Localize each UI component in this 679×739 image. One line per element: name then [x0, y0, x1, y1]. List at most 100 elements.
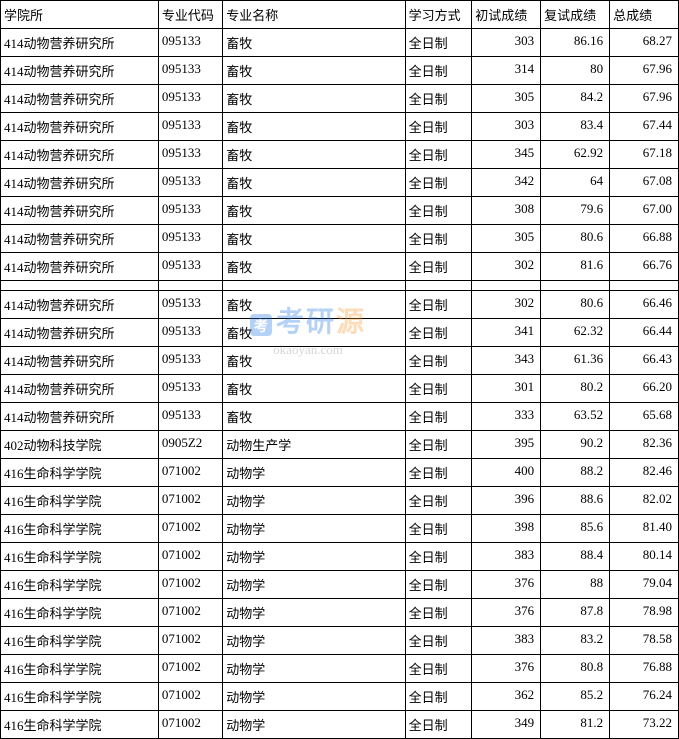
- table-row: 414动物营养研究所095133畜牧全日制3148067.96: [1, 57, 679, 85]
- table-row: 414动物营养研究所095133畜牧全日制30386.1668.27: [1, 29, 679, 57]
- table-cell: 414动物营养研究所: [1, 375, 159, 403]
- table-cell: 416生命科学学院: [1, 599, 159, 627]
- table-cell: 全日制: [405, 141, 472, 169]
- table-header-row: 学院所 专业代码 专业名称 学习方式 初试成绩 复试成绩 总成绩: [1, 1, 679, 29]
- table-cell: 88.2: [541, 459, 610, 487]
- table-cell: 0905Z2: [158, 431, 222, 459]
- table-cell: 全日制: [405, 291, 472, 319]
- table-cell: 全日制: [405, 683, 472, 711]
- table-cell: 动物生产学: [223, 431, 405, 459]
- spacer-cell: [1, 281, 159, 291]
- table-cell: 396: [472, 487, 541, 515]
- table-cell: 414动物营养研究所: [1, 319, 159, 347]
- admissions-table: 学院所 专业代码 专业名称 学习方式 初试成绩 复试成绩 总成绩 414动物营养…: [0, 0, 679, 739]
- table-cell: 414动物营养研究所: [1, 57, 159, 85]
- table-row: 402动物科技学院0905Z2动物生产学全日制39590.282.36: [1, 431, 679, 459]
- table-cell: 畜牧: [223, 197, 405, 225]
- table-cell: 82.36: [610, 431, 679, 459]
- table-cell: 376: [472, 571, 541, 599]
- table-cell: 全日制: [405, 543, 472, 571]
- table-cell: 85.6: [541, 515, 610, 543]
- table-cell: 80.8: [541, 655, 610, 683]
- table-cell: 动物学: [223, 599, 405, 627]
- table-cell: 416生命科学学院: [1, 515, 159, 543]
- table-cell: 78.58: [610, 627, 679, 655]
- table-cell: 341: [472, 319, 541, 347]
- table-cell: 400: [472, 459, 541, 487]
- table-row: 416生命科学学院071002动物学全日制39885.681.40: [1, 515, 679, 543]
- spacer-cell: [405, 281, 472, 291]
- spacer-cell: [541, 281, 610, 291]
- table-row: 414动物营养研究所095133畜牧全日制3426467.08: [1, 169, 679, 197]
- table-cell: 095133: [158, 347, 222, 375]
- table-cell: 67.00: [610, 197, 679, 225]
- table-cell: 303: [472, 29, 541, 57]
- table-cell: 动物学: [223, 515, 405, 543]
- table-row: 414动物营养研究所095133畜牧全日制30180.266.20: [1, 375, 679, 403]
- table-cell: 65.68: [610, 403, 679, 431]
- table-cell: 095133: [158, 29, 222, 57]
- table-cell: 416生命科学学院: [1, 459, 159, 487]
- table-cell: 畜牧: [223, 225, 405, 253]
- table-cell: 80: [541, 57, 610, 85]
- col-header-department: 学院所: [1, 1, 159, 29]
- table-cell: 314: [472, 57, 541, 85]
- table-cell: 动物学: [223, 487, 405, 515]
- spacer-row: [1, 281, 679, 291]
- table-cell: 88.6: [541, 487, 610, 515]
- table-cell: 73.22: [610, 711, 679, 739]
- table-cell: 095133: [158, 225, 222, 253]
- table-cell: 63.52: [541, 403, 610, 431]
- table-cell: 402动物科技学院: [1, 431, 159, 459]
- table-cell: 62.32: [541, 319, 610, 347]
- table-cell: 071002: [158, 683, 222, 711]
- table-cell: 全日制: [405, 113, 472, 141]
- table-cell: 67.96: [610, 85, 679, 113]
- table-cell: 349: [472, 711, 541, 739]
- col-header-retest-score: 复试成绩: [541, 1, 610, 29]
- table-row: 416生命科学学院071002动物学全日制38383.278.58: [1, 627, 679, 655]
- spacer-cell: [610, 281, 679, 291]
- table-cell: 畜牧: [223, 347, 405, 375]
- table-cell: 全日制: [405, 403, 472, 431]
- table-cell: 66.88: [610, 225, 679, 253]
- table-cell: 414动物营养研究所: [1, 403, 159, 431]
- table-row: 414动物营养研究所095133畜牧全日制33363.5265.68: [1, 403, 679, 431]
- spacer-cell: [158, 281, 222, 291]
- table-cell: 071002: [158, 515, 222, 543]
- table-cell: 80.14: [610, 543, 679, 571]
- table-cell: 87.8: [541, 599, 610, 627]
- table-cell: 305: [472, 85, 541, 113]
- table-row: 416生命科学学院071002动物学全日制3768879.04: [1, 571, 679, 599]
- col-header-prelim-score: 初试成绩: [472, 1, 541, 29]
- table-cell: 全日制: [405, 487, 472, 515]
- table-cell: 67.18: [610, 141, 679, 169]
- table-cell: 全日制: [405, 515, 472, 543]
- table-cell: 全日制: [405, 347, 472, 375]
- table-cell: 095133: [158, 319, 222, 347]
- table-cell: 全日制: [405, 225, 472, 253]
- table-cell: 095133: [158, 197, 222, 225]
- table-cell: 全日制: [405, 319, 472, 347]
- table-cell: 畜牧: [223, 319, 405, 347]
- table-cell: 67.96: [610, 57, 679, 85]
- table-cell: 376: [472, 655, 541, 683]
- table-cell: 343: [472, 347, 541, 375]
- table-cell: 动物学: [223, 571, 405, 599]
- table-row: 416生命科学学院071002动物学全日制36285.276.24: [1, 683, 679, 711]
- table-cell: 畜牧: [223, 141, 405, 169]
- table-cell: 83.4: [541, 113, 610, 141]
- table-cell: 全日制: [405, 29, 472, 57]
- table-row: 416生命科学学院071002动物学全日制37680.876.88: [1, 655, 679, 683]
- table-cell: 095133: [158, 141, 222, 169]
- table-cell: 414动物营养研究所: [1, 113, 159, 141]
- col-header-major-code: 专业代码: [158, 1, 222, 29]
- table-cell: 全日制: [405, 85, 472, 113]
- table-row: 414动物营养研究所095133畜牧全日制30879.667.00: [1, 197, 679, 225]
- table-cell: 67.44: [610, 113, 679, 141]
- table-cell: 64: [541, 169, 610, 197]
- table-row: 414动物营养研究所095133畜牧全日制34562.9267.18: [1, 141, 679, 169]
- table-cell: 畜牧: [223, 169, 405, 197]
- table-cell: 82.02: [610, 487, 679, 515]
- table-cell: 66.46: [610, 291, 679, 319]
